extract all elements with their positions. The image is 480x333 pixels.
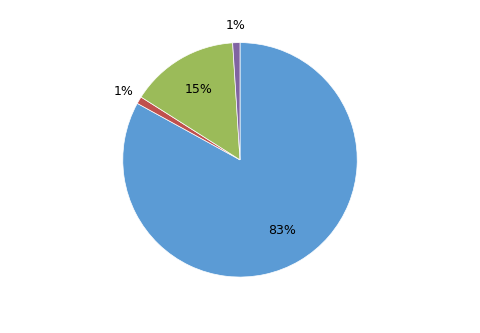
Wedge shape (141, 43, 240, 160)
Text: 1%: 1% (114, 85, 134, 98)
Text: 1%: 1% (226, 19, 246, 32)
Wedge shape (233, 43, 240, 160)
Text: 83%: 83% (268, 224, 296, 237)
Wedge shape (137, 97, 240, 160)
Text: 15%: 15% (184, 83, 212, 96)
Wedge shape (123, 43, 357, 277)
